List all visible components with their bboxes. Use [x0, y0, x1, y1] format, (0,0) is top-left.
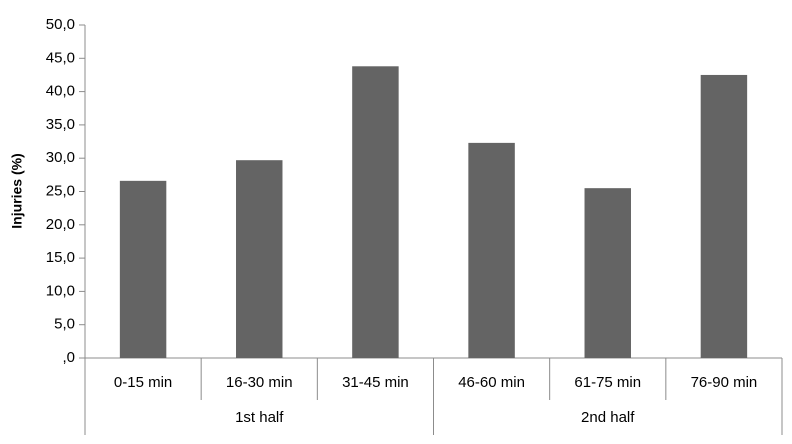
bar — [236, 160, 283, 358]
y-tick-label: 20,0 — [46, 216, 75, 233]
y-tick-label: 30,0 — [46, 149, 75, 166]
x-tick-label: 16-30 min — [226, 374, 293, 391]
group-label: 2nd half — [581, 409, 635, 426]
group-label: 1st half — [235, 409, 284, 426]
x-tick-label: 76-90 min — [691, 374, 758, 391]
y-tick-label: 40,0 — [46, 83, 75, 100]
y-tick-label: ,0 — [62, 349, 75, 366]
y-tick-label: 45,0 — [46, 49, 75, 66]
bar — [468, 142, 515, 358]
x-tick-label: 0-15 min — [114, 374, 172, 391]
y-axis-label: Injuries (%) — [9, 153, 25, 228]
x-tick-label: 61-75 min — [574, 374, 641, 391]
bar — [119, 180, 167, 358]
bar — [352, 66, 399, 359]
x-tick-label: 31-45 min — [342, 374, 409, 391]
x-tick-label: 46-60 min — [458, 374, 525, 391]
y-tick-label: 25,0 — [46, 182, 75, 199]
y-tick-label: 5,0 — [54, 316, 75, 333]
y-tick-label: 35,0 — [46, 116, 75, 133]
bar — [584, 188, 631, 358]
bar — [700, 74, 748, 358]
y-tick-label: 50,0 — [46, 16, 75, 33]
y-tick-label: 10,0 — [46, 282, 75, 299]
y-tick-label: 15,0 — [46, 249, 75, 266]
